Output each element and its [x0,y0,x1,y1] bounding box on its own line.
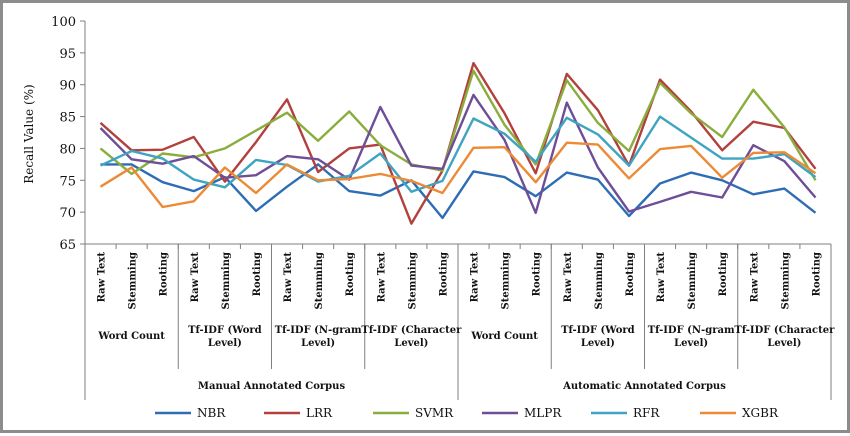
series-line-lrr [99,61,817,225]
x-group-label: Tf-IDF (Word [188,325,262,336]
y-tick-label: 90 [59,79,76,94]
x-category-label: Stemming [780,252,791,309]
series-line-xgbr [99,141,817,209]
x-group-label: Tf-IDF (N-gram [275,325,362,336]
x-category-label: Rooting [345,252,356,296]
x-group-label: Level) [581,338,615,349]
x-category-label: Stemming [687,252,698,309]
axis-labels: 65 70 75 80 85 90 95 100 Raw Text Stemming Rooting… [51,15,835,392]
x-category-label: Rooting [811,252,822,296]
line-chart: Recall Value (%) 65 70 75 80 85 90 95 100 Raw Te… [22,15,835,420]
x-group-label: Level) [767,338,801,349]
x-group-label: Tf-IDF (Character [361,325,462,336]
series-lines [99,61,817,225]
x-category-label: Raw Text [563,252,574,303]
y-tick-label: 95 [59,47,76,62]
x-corpus-label: Manual Annotated Corpus [198,381,346,392]
x-category-label: Stemming [594,252,605,309]
x-group-label: Level) [674,338,708,349]
y-tick-label: 65 [59,238,76,253]
y-tick-label: 70 [59,206,76,221]
x-group-label: Tf-IDF (Character [734,325,835,336]
legend-label-mlpr: MLPR [524,406,562,420]
x-category-label: Raw Text [376,252,387,303]
legend-label-xgbr: XGBR [742,406,779,420]
x-category-label: Stemming [221,252,232,309]
legend-label-svmr: SVMR [415,406,454,420]
legend-label-nbr: NBR [197,406,226,420]
x-corpus-label: Automatic Annotated Corpus [562,381,726,392]
x-category-label: Raw Text [656,252,667,303]
x-category-label: Stemming [501,252,512,309]
series-line-nbr [100,163,817,220]
series-line-rfr [99,115,817,194]
y-tick-label: 80 [59,142,76,157]
x-category-label: Rooting [159,252,170,296]
legend-label-lrr: LRR [306,406,333,420]
y-tick-label: 75 [59,174,76,189]
x-category-label: Rooting [532,252,543,296]
x-category-label: Raw Text [190,252,201,303]
x-category-label: Rooting [625,252,636,296]
x-category-label: Raw Text [97,252,108,303]
x-group-label: Word Count [470,331,538,342]
x-category-label: Rooting [252,252,263,296]
x-category-label: Rooting [718,252,729,296]
legend-label-rfr: RFR [633,406,660,420]
y-tick-label: 100 [51,15,76,30]
x-group-label: Level) [208,338,242,349]
x-category-label: Raw Text [470,252,481,303]
axes [80,20,832,400]
y-tick-label: 85 [59,111,76,126]
x-category-label: Stemming [128,252,139,309]
legend: NBR LRR SVMR MLPR RFR XGBR [155,406,779,420]
x-group-label: Tf-IDF (N-gram [648,325,735,336]
x-group-label: Level) [301,338,335,349]
y-axis-title-group: Recall Value (%) [22,84,36,183]
x-group-label: Level) [394,338,428,349]
x-category-label: Rooting [438,252,449,296]
x-group-label: Tf-IDF (Word [561,325,635,336]
x-group-label: Word Count [97,331,165,342]
x-category-label: Stemming [407,252,418,309]
series-line-svmr [99,69,817,181]
y-axis-title: Recall Value (%) [22,84,36,183]
x-category-label: Raw Text [283,252,294,303]
x-category-label: Stemming [314,252,325,309]
x-category-label: Raw Text [749,252,760,303]
